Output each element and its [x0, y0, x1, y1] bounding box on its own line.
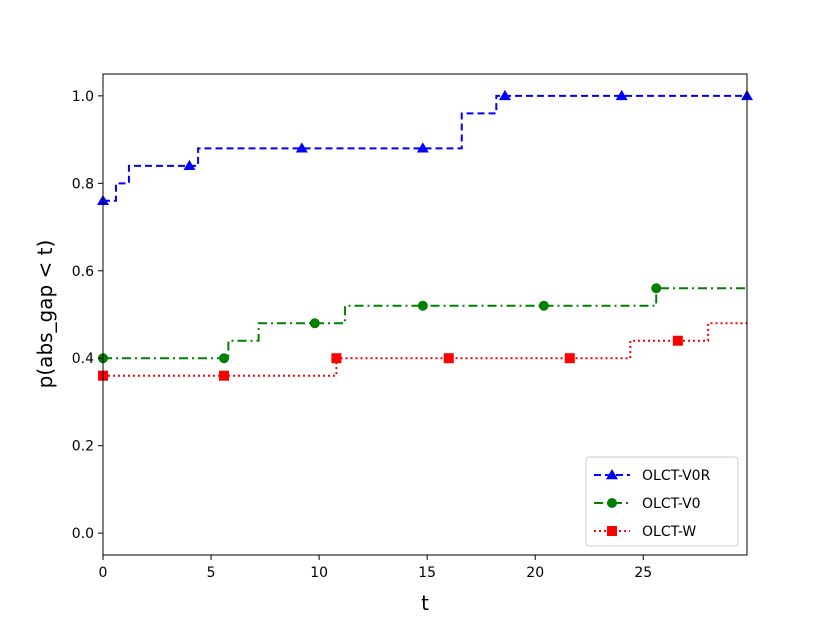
series-line-olct-w [103, 322, 747, 377]
x-axis-label: t [421, 591, 429, 615]
x-axis: 0 5 10 15 20 25 [99, 555, 652, 581]
x-tick-label: 25 [634, 565, 652, 581]
y-tick-label: 0.6 [72, 264, 94, 280]
x-tick-label: 20 [526, 565, 544, 581]
y-tick-label: 1.0 [72, 89, 94, 105]
legend-marker-olct-v0r [606, 469, 618, 480]
data-point-olct-v0r [295, 142, 308, 153]
x-tick-label: 15 [418, 565, 436, 581]
series-line-olct-v0 [103, 287, 747, 360]
data-point-olct-v0r [498, 89, 511, 101]
legend-label: OLCT-V0 [642, 496, 701, 512]
y-axis: 0.0 0.2 0.4 0.6 0.8 1.0 [72, 89, 103, 542]
y-tick-label: 0.2 [72, 439, 94, 455]
data-point-olct-w [331, 353, 342, 364]
legend-box [585, 456, 739, 547]
legend-label: OLCT-V0R [642, 468, 711, 484]
data-point-olct-v0 [538, 300, 549, 311]
data-point-olct-v0r [183, 159, 196, 171]
plot-frame [102, 73, 748, 556]
legend-label: OLCT-W [642, 524, 696, 540]
plot-lines [103, 94, 747, 377]
y-tick-label: 0.4 [72, 351, 94, 367]
data-point-olct-w [672, 335, 683, 346]
data-point-olct-v0 [417, 300, 428, 311]
data-point-olct-v0r [416, 142, 429, 153]
x-tick-label: 5 [207, 565, 216, 581]
data-point-olct-w [443, 353, 454, 364]
y-tick-label: 0.0 [72, 526, 94, 542]
data-point-olct-w [219, 370, 230, 381]
data-point-olct-w [564, 353, 575, 364]
data-point-olct-v0 [651, 283, 662, 294]
series-line-olct-v0r [103, 94, 747, 202]
y-tick-label: 0.8 [72, 176, 94, 192]
legend-marker-olct-w [607, 526, 617, 536]
legend: OLCT-V0R OLCT-V0 OLCT-W [585, 456, 739, 547]
data-point-olct-v0 [219, 353, 230, 364]
data-point-olct-v0 [309, 318, 320, 329]
y-axis-label: p(abs_gap < t) [33, 240, 57, 389]
x-tick-label: 0 [99, 565, 108, 581]
data-point-olct-v0r [615, 89, 628, 101]
legend-marker-olct-v0 [607, 498, 617, 508]
x-tick-label: 10 [310, 565, 328, 581]
